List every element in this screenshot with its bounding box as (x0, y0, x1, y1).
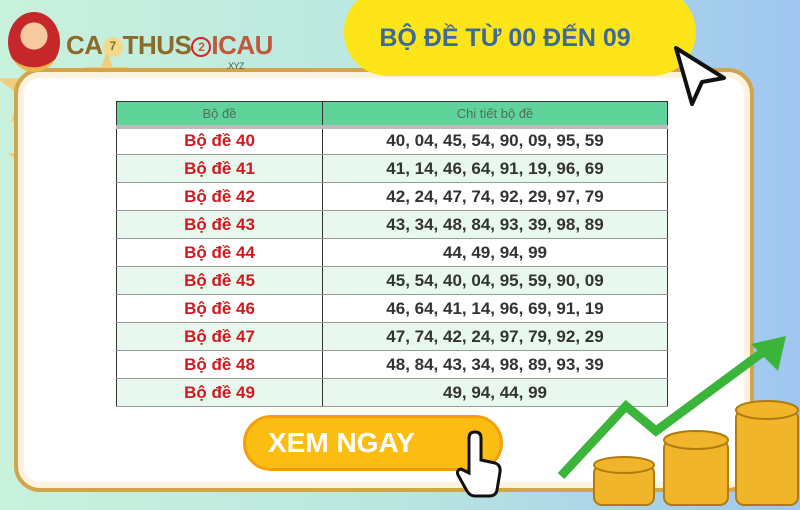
bo-de-name: Bộ đề 49 (116, 378, 323, 407)
bo-de-name: Bộ đề 48 (116, 350, 323, 379)
logo-text: CA (66, 30, 103, 60)
bo-de-detail: 46, 64, 41, 14, 96, 69, 91, 19 (322, 294, 668, 323)
table-row: Bộ đề 42 42, 24, 47, 74, 92, 29, 97, 79 (116, 182, 668, 211)
bo-de-detail: 40, 04, 45, 54, 90, 09, 95, 59 (322, 126, 668, 155)
bo-de-detail: 43, 34, 48, 84, 93, 39, 98, 89 (322, 210, 668, 239)
mascot-logo (8, 12, 60, 72)
logo-magnifier-icon: 2 (191, 37, 212, 58)
table-row: Bộ đề 44 44, 49, 94, 99 (116, 238, 668, 267)
growth-arrow-icon (557, 336, 786, 480)
table-row: Bộ đề 43 43, 34, 48, 84, 93, 39, 98, 89 (116, 210, 668, 239)
bo-de-detail: 42, 24, 47, 74, 92, 29, 97, 79 (322, 182, 668, 211)
bo-de-name: Bộ đề 42 (116, 182, 323, 211)
bo-de-name: Bộ đề 41 (116, 154, 323, 183)
column-header: Chi tiết bộ đề (322, 101, 668, 129)
logo-text: THUS (122, 30, 192, 60)
table-row: Bộ đề 46 46, 64, 41, 14, 96, 69, 91, 19 (116, 294, 668, 323)
table-row: Bộ đề 40 40, 04, 45, 54, 90, 09, 95, 59 (116, 126, 668, 155)
coin-stacks-icon (593, 400, 799, 506)
logo-domain: .XYZ (226, 61, 245, 71)
site-logo[interactable]: CA 7 THUS 2 ICAU .XYZ (66, 30, 286, 76)
title-banner: BỘ ĐỀ TỪ 00 ĐẾN 09 (344, 0, 696, 76)
bo-de-detail: 47, 74, 42, 24, 97, 79, 92, 29 (322, 322, 668, 351)
page-title: BỘ ĐỀ TỪ 00 ĐẾN 09 (379, 23, 631, 52)
bo-de-name: Bộ đề 45 (116, 266, 323, 295)
bo-de-name: Bộ đề 43 (116, 210, 323, 239)
table-row: Bộ đề 49 49, 94, 44, 99 (116, 378, 668, 407)
bo-de-name: Bộ đề 47 (116, 322, 323, 351)
table-row: Bộ đề 41 41, 14, 46, 64, 91, 19, 96, 69 (116, 154, 668, 183)
column-header: Bộ đề (116, 101, 323, 129)
table-row: Bộ đề 47 47, 74, 42, 24, 97, 79, 92, 29 (116, 322, 668, 351)
bo-de-detail: 48, 84, 43, 34, 98, 89, 93, 39 (322, 350, 668, 379)
cursor-icon (674, 46, 726, 106)
bo-de-name: Bộ đề 44 (116, 238, 323, 267)
table-row: Bộ đề 45 45, 54, 40, 04, 95, 59, 90, 09 (116, 266, 668, 295)
xem-ngay-button[interactable]: XEM NGAY (243, 415, 503, 471)
bo-de-detail: 45, 54, 40, 04, 95, 59, 90, 09 (322, 266, 668, 295)
bo-de-name: Bộ đề 46 (116, 294, 323, 323)
button-label: XEM NGAY (268, 427, 415, 458)
bo-de-detail: 44, 49, 94, 99 (322, 238, 668, 267)
logo-ball: 7 (102, 37, 123, 58)
bo-de-table: Bộ đề Chi tiết bộ đề Bộ đề 40 40, 04, 45,… (116, 101, 668, 407)
bo-de-detail: 49, 94, 44, 99 (322, 378, 668, 407)
table-row: Bộ đề 48 48, 84, 43, 34, 98, 89, 93, 39 (116, 350, 668, 379)
pointing-hand-icon (455, 430, 502, 498)
bo-de-name: Bộ đề 40 (116, 126, 323, 155)
logo-text: ICAU (211, 30, 273, 60)
bo-de-detail: 41, 14, 46, 64, 91, 19, 96, 69 (322, 154, 668, 183)
